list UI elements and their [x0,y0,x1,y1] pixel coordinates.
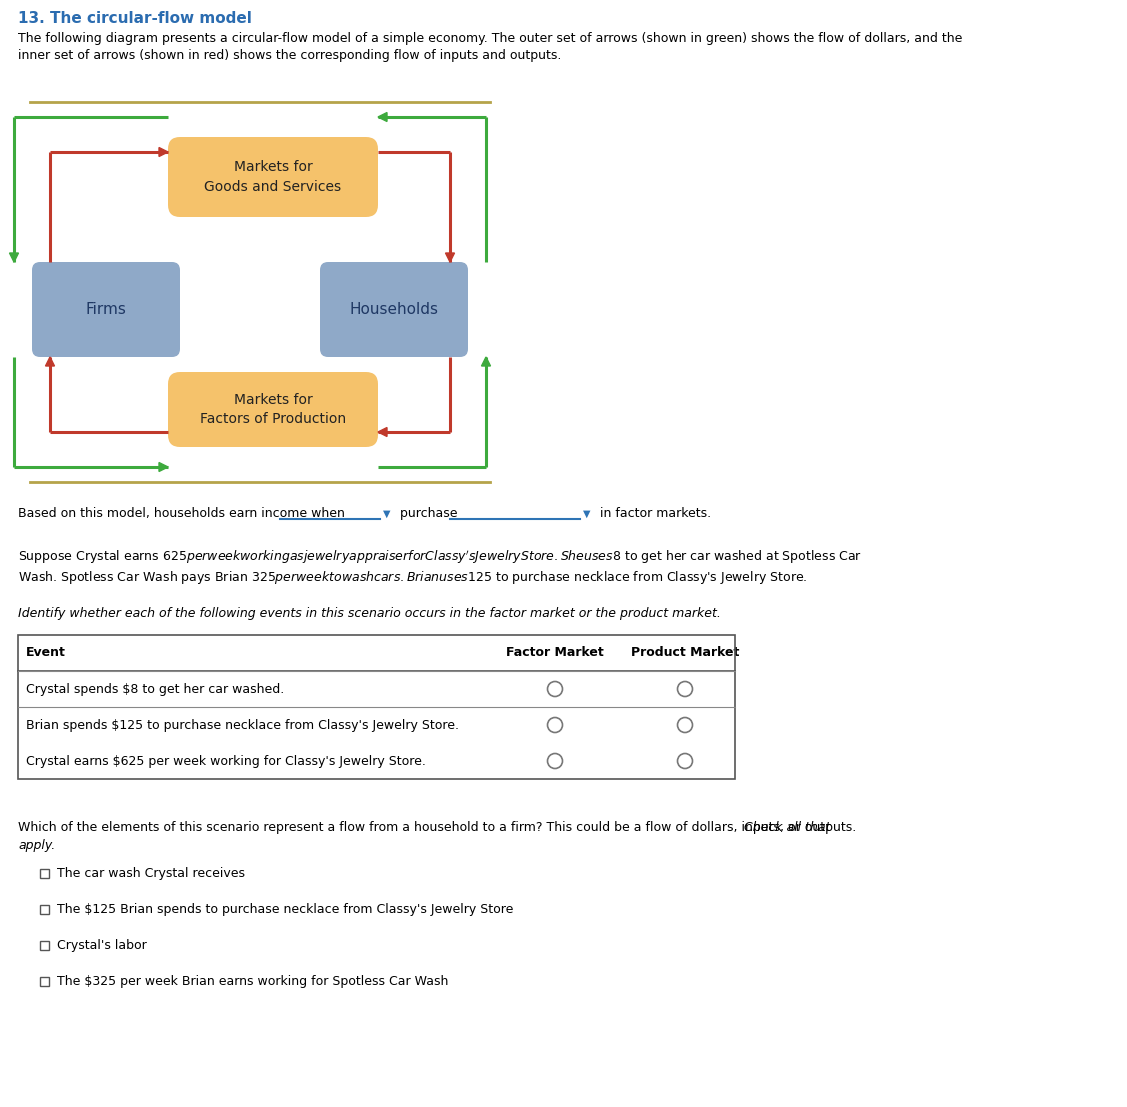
Polygon shape [378,427,387,436]
Polygon shape [9,254,18,262]
Text: in factor markets.: in factor markets. [596,507,711,520]
Text: inner set of arrows (shown in red) shows the corresponding flow of inputs and ou: inner set of arrows (shown in red) shows… [18,49,561,62]
Text: Wash. Spotless Car Wash pays Brian $325 per week to wash cars. Brian uses $125 t: Wash. Spotless Car Wash pays Brian $325 … [18,569,808,586]
Text: Based on this model, households earn income when: Based on this model, households earn inc… [18,507,349,520]
Text: Crystal spends $8 to get her car washed.: Crystal spends $8 to get her car washed. [26,683,284,695]
Polygon shape [445,254,454,262]
Text: ▼: ▼ [583,509,591,519]
Text: Markets for
Goods and Services: Markets for Goods and Services [204,161,341,194]
Bar [18,635,735,779]
Text: The $325 per week Brian earns working for Spotless Car Wash: The $325 per week Brian earns working fo… [57,974,449,987]
Text: Suppose Crystal earns $625 per week working as jewelry appraiser for Classy's Je: Suppose Crystal earns $625 per week work… [18,549,862,567]
Text: The $125 Brian spends to purchase necklace from Classy's Jewelry Store: The $125 Brian spends to purchase neckla… [57,902,514,915]
Text: 13. The circular-flow model: 13. The circular-flow model [18,11,251,25]
Text: Households: Households [349,302,438,317]
Text: The following diagram presents a circular-flow model of a simple economy. The ou: The following diagram presents a circula… [18,32,962,45]
Polygon shape [45,356,54,366]
FancyBboxPatch shape [168,137,378,217]
Polygon shape [159,463,168,472]
Bar [39,904,48,913]
Text: Brian spends $125 to purchase necklace from Classy's Jewelry Store.: Brian spends $125 to purchase necklace f… [26,718,459,732]
Polygon shape [159,147,168,156]
Text: The car wash Crystal receives: The car wash Crystal receives [57,867,245,879]
Bar [39,941,48,950]
Text: Crystal's labor: Crystal's labor [57,939,147,952]
FancyBboxPatch shape [320,262,468,356]
Text: Firms: Firms [86,302,126,317]
Text: apply.: apply. [18,839,55,852]
FancyBboxPatch shape [32,262,180,356]
Text: Product Market: Product Market [631,646,739,660]
FancyBboxPatch shape [168,372,378,447]
Text: Markets for
Factors of Production: Markets for Factors of Production [199,393,346,426]
Text: ▼: ▼ [383,509,391,519]
Text: Identify whether each of the following events in this scenario occurs in the fac: Identify whether each of the following e… [18,607,721,620]
Text: purchase: purchase [397,507,462,520]
Text: Factor Market: Factor Market [506,646,604,660]
Text: Which of the elements of this scenario represent a flow from a household to a fi: Which of the elements of this scenario r… [18,821,860,834]
Polygon shape [378,113,387,122]
Polygon shape [481,356,490,366]
Text: Check all that: Check all that [744,821,831,834]
Text: Event: Event [26,646,65,660]
Bar [39,869,48,878]
Bar [39,976,48,985]
Text: Crystal earns $625 per week working for Classy's Jewelry Store.: Crystal earns $625 per week working for … [26,755,426,767]
